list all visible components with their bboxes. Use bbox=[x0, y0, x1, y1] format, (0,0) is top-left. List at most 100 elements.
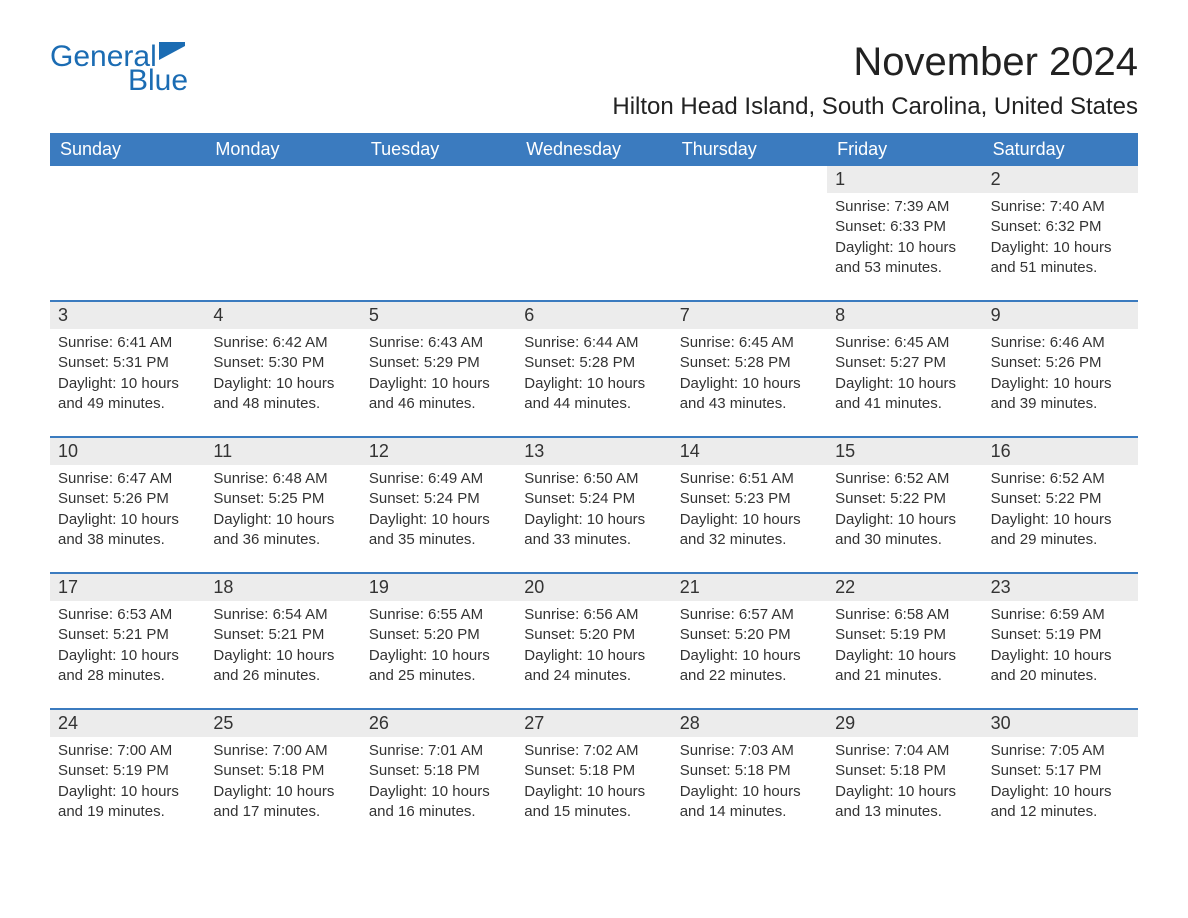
sunset-text: Sunset: 5:21 PM bbox=[213, 625, 352, 645]
day-content: Sunrise: 6:42 AMSunset: 5:30 PMDaylight:… bbox=[205, 329, 360, 422]
daylight-text: Daylight: 10 hours and 25 minutes. bbox=[369, 646, 508, 687]
daylight-text: Daylight: 10 hours and 49 minutes. bbox=[58, 374, 197, 415]
day-content: Sunrise: 6:44 AMSunset: 5:28 PMDaylight:… bbox=[516, 329, 671, 422]
day-number: 10 bbox=[50, 438, 205, 465]
day-content: Sunrise: 6:52 AMSunset: 5:22 PMDaylight:… bbox=[983, 465, 1138, 558]
day-cell: 9Sunrise: 6:46 AMSunset: 5:26 PMDaylight… bbox=[983, 302, 1138, 422]
day-content: Sunrise: 6:52 AMSunset: 5:22 PMDaylight:… bbox=[827, 465, 982, 558]
sunrise-text: Sunrise: 7:02 AM bbox=[524, 741, 663, 761]
day-cell: 5Sunrise: 6:43 AMSunset: 5:29 PMDaylight… bbox=[361, 302, 516, 422]
day-number: 2 bbox=[983, 166, 1138, 193]
day-number: 14 bbox=[672, 438, 827, 465]
sunset-text: Sunset: 5:29 PM bbox=[369, 353, 508, 373]
day-header-wednesday: Wednesday bbox=[516, 133, 671, 166]
sunset-text: Sunset: 5:19 PM bbox=[991, 625, 1130, 645]
day-content: Sunrise: 6:54 AMSunset: 5:21 PMDaylight:… bbox=[205, 601, 360, 694]
sunrise-text: Sunrise: 6:49 AM bbox=[369, 469, 508, 489]
day-content: Sunrise: 6:55 AMSunset: 5:20 PMDaylight:… bbox=[361, 601, 516, 694]
day-cell: 28Sunrise: 7:03 AMSunset: 5:18 PMDayligh… bbox=[672, 710, 827, 830]
day-cell: . bbox=[361, 166, 516, 286]
day-number: 21 bbox=[672, 574, 827, 601]
day-content: Sunrise: 6:53 AMSunset: 5:21 PMDaylight:… bbox=[50, 601, 205, 694]
day-content: Sunrise: 6:58 AMSunset: 5:19 PMDaylight:… bbox=[827, 601, 982, 694]
day-content: Sunrise: 7:04 AMSunset: 5:18 PMDaylight:… bbox=[827, 737, 982, 830]
daylight-text: Daylight: 10 hours and 44 minutes. bbox=[524, 374, 663, 415]
day-number: 4 bbox=[205, 302, 360, 329]
daylight-text: Daylight: 10 hours and 41 minutes. bbox=[835, 374, 974, 415]
day-number: 3 bbox=[50, 302, 205, 329]
day-content: Sunrise: 7:40 AMSunset: 6:32 PMDaylight:… bbox=[983, 193, 1138, 286]
daylight-text: Daylight: 10 hours and 28 minutes. bbox=[58, 646, 197, 687]
week-row: 17Sunrise: 6:53 AMSunset: 5:21 PMDayligh… bbox=[50, 572, 1138, 694]
day-cell: 17Sunrise: 6:53 AMSunset: 5:21 PMDayligh… bbox=[50, 574, 205, 694]
day-cell: 4Sunrise: 6:42 AMSunset: 5:30 PMDaylight… bbox=[205, 302, 360, 422]
week-row: . . . . . 1Sunrise: 7:39 AMSunset: 6:33 … bbox=[50, 166, 1138, 286]
day-cell: 6Sunrise: 6:44 AMSunset: 5:28 PMDaylight… bbox=[516, 302, 671, 422]
day-cell: . bbox=[672, 166, 827, 286]
daylight-text: Daylight: 10 hours and 19 minutes. bbox=[58, 782, 197, 823]
sunset-text: Sunset: 5:27 PM bbox=[835, 353, 974, 373]
day-number: 27 bbox=[516, 710, 671, 737]
daylight-text: Daylight: 10 hours and 22 minutes. bbox=[680, 646, 819, 687]
sunrise-text: Sunrise: 6:45 AM bbox=[680, 333, 819, 353]
title-block: November 2024 Hilton Head Island, South … bbox=[612, 40, 1138, 121]
day-number: 11 bbox=[205, 438, 360, 465]
day-cell: 7Sunrise: 6:45 AMSunset: 5:28 PMDaylight… bbox=[672, 302, 827, 422]
sunrise-text: Sunrise: 7:05 AM bbox=[991, 741, 1130, 761]
day-cell: 8Sunrise: 6:45 AMSunset: 5:27 PMDaylight… bbox=[827, 302, 982, 422]
daylight-text: Daylight: 10 hours and 17 minutes. bbox=[213, 782, 352, 823]
sunset-text: Sunset: 5:19 PM bbox=[835, 625, 974, 645]
day-number: 23 bbox=[983, 574, 1138, 601]
week-row: 10Sunrise: 6:47 AMSunset: 5:26 PMDayligh… bbox=[50, 436, 1138, 558]
daylight-text: Daylight: 10 hours and 12 minutes. bbox=[991, 782, 1130, 823]
daylight-text: Daylight: 10 hours and 26 minutes. bbox=[213, 646, 352, 687]
sunset-text: Sunset: 5:25 PM bbox=[213, 489, 352, 509]
day-number: 16 bbox=[983, 438, 1138, 465]
sunset-text: Sunset: 5:26 PM bbox=[58, 489, 197, 509]
sunrise-text: Sunrise: 6:56 AM bbox=[524, 605, 663, 625]
day-number: 28 bbox=[672, 710, 827, 737]
sunrise-text: Sunrise: 6:55 AM bbox=[369, 605, 508, 625]
sunset-text: Sunset: 6:32 PM bbox=[991, 217, 1130, 237]
day-number: 13 bbox=[516, 438, 671, 465]
week-row: 3Sunrise: 6:41 AMSunset: 5:31 PMDaylight… bbox=[50, 300, 1138, 422]
day-cell: 16Sunrise: 6:52 AMSunset: 5:22 PMDayligh… bbox=[983, 438, 1138, 558]
day-cell: 19Sunrise: 6:55 AMSunset: 5:20 PMDayligh… bbox=[361, 574, 516, 694]
daylight-text: Daylight: 10 hours and 36 minutes. bbox=[213, 510, 352, 551]
daylight-text: Daylight: 10 hours and 30 minutes. bbox=[835, 510, 974, 551]
day-number: 20 bbox=[516, 574, 671, 601]
day-content: Sunrise: 6:45 AMSunset: 5:28 PMDaylight:… bbox=[672, 329, 827, 422]
weeks-container: . . . . . 1Sunrise: 7:39 AMSunset: 6:33 … bbox=[50, 166, 1138, 830]
sunrise-text: Sunrise: 6:44 AM bbox=[524, 333, 663, 353]
daylight-text: Daylight: 10 hours and 35 minutes. bbox=[369, 510, 508, 551]
day-content: Sunrise: 6:48 AMSunset: 5:25 PMDaylight:… bbox=[205, 465, 360, 558]
day-number: 8 bbox=[827, 302, 982, 329]
sunset-text: Sunset: 6:33 PM bbox=[835, 217, 974, 237]
day-number: 7 bbox=[672, 302, 827, 329]
day-cell: 1Sunrise: 7:39 AMSunset: 6:33 PMDaylight… bbox=[827, 166, 982, 286]
sunrise-text: Sunrise: 6:43 AM bbox=[369, 333, 508, 353]
day-content: Sunrise: 7:00 AMSunset: 5:18 PMDaylight:… bbox=[205, 737, 360, 830]
sunset-text: Sunset: 5:18 PM bbox=[524, 761, 663, 781]
sunset-text: Sunset: 5:23 PM bbox=[680, 489, 819, 509]
day-number: 29 bbox=[827, 710, 982, 737]
sunset-text: Sunset: 5:20 PM bbox=[524, 625, 663, 645]
daylight-text: Daylight: 10 hours and 15 minutes. bbox=[524, 782, 663, 823]
daylight-text: Daylight: 10 hours and 14 minutes. bbox=[680, 782, 819, 823]
day-cell: 21Sunrise: 6:57 AMSunset: 5:20 PMDayligh… bbox=[672, 574, 827, 694]
day-number: 12 bbox=[361, 438, 516, 465]
day-content: Sunrise: 7:01 AMSunset: 5:18 PMDaylight:… bbox=[361, 737, 516, 830]
sunrise-text: Sunrise: 7:01 AM bbox=[369, 741, 508, 761]
day-content: Sunrise: 6:51 AMSunset: 5:23 PMDaylight:… bbox=[672, 465, 827, 558]
day-number: 17 bbox=[50, 574, 205, 601]
sunset-text: Sunset: 5:20 PM bbox=[369, 625, 508, 645]
day-cell: 24Sunrise: 7:00 AMSunset: 5:19 PMDayligh… bbox=[50, 710, 205, 830]
sunset-text: Sunset: 5:31 PM bbox=[58, 353, 197, 373]
day-cell: 13Sunrise: 6:50 AMSunset: 5:24 PMDayligh… bbox=[516, 438, 671, 558]
day-number: 15 bbox=[827, 438, 982, 465]
day-number: 18 bbox=[205, 574, 360, 601]
sunset-text: Sunset: 5:26 PM bbox=[991, 353, 1130, 373]
day-header-saturday: Saturday bbox=[983, 133, 1138, 166]
daylight-text: Daylight: 10 hours and 51 minutes. bbox=[991, 238, 1130, 279]
day-content: Sunrise: 6:46 AMSunset: 5:26 PMDaylight:… bbox=[983, 329, 1138, 422]
